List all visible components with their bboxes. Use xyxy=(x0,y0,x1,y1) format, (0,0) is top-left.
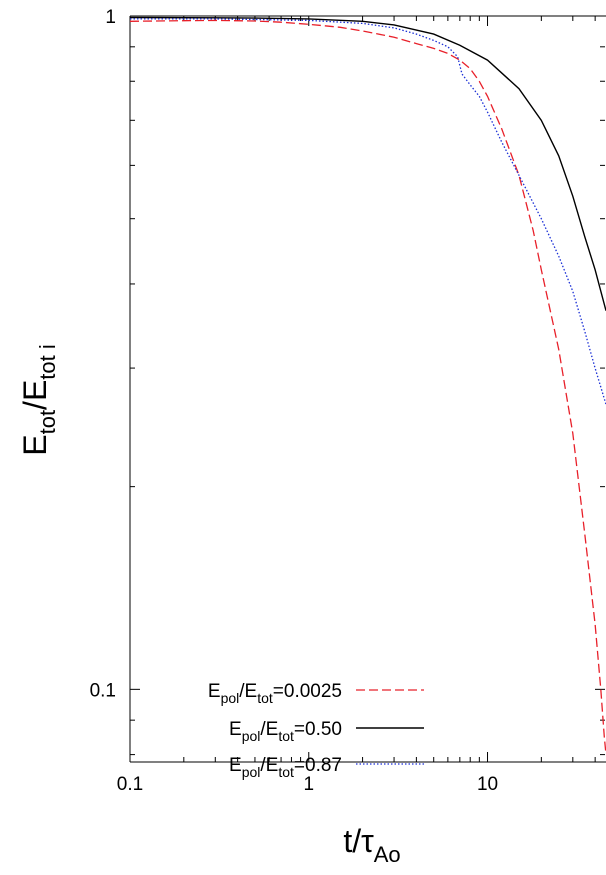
series-line-3 xyxy=(130,18,606,405)
x-axis-title: t/τAo xyxy=(343,823,400,867)
series-layer xyxy=(129,16,606,755)
x-tick-label: 1 xyxy=(303,774,314,795)
y-axis-title: Etot/Etot i xyxy=(17,344,60,456)
legend-label: Epol/Etot=0.87 xyxy=(229,755,342,780)
plot-frame xyxy=(129,15,606,763)
legend-label: Epol/Etot=0.50 xyxy=(229,719,342,744)
x-tick-label: 0.1 xyxy=(117,774,143,795)
series-line-1 xyxy=(129,19,606,755)
series-line-2 xyxy=(129,16,606,311)
legend: Epol/Etot=0.0025 Epol/Etot=0.50 Epol/Etot=… xyxy=(208,681,424,780)
axis-ticks: 0.1 1 10 0.1 1 xyxy=(90,7,605,795)
x-tick-label: 10 xyxy=(477,774,498,795)
legend-label: Epol/Etot=0.0025 xyxy=(208,681,342,706)
y-tick-label: 1 xyxy=(105,7,116,28)
y-tick-label: 0.1 xyxy=(90,680,116,701)
